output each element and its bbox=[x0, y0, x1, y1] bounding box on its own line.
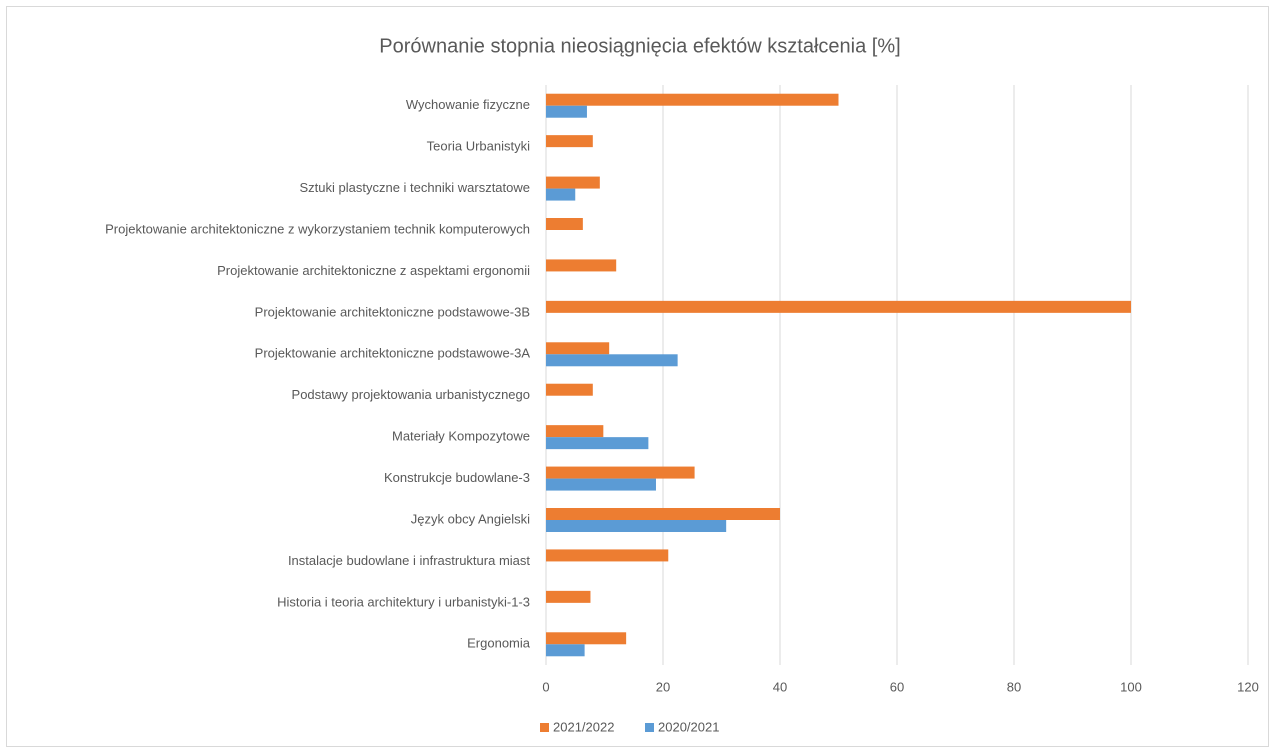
bar bbox=[546, 632, 627, 645]
bar bbox=[546, 520, 727, 532]
x-tick-label: 40 bbox=[773, 679, 787, 694]
y-tick-label: Projektowanie architektoniczne podstawow… bbox=[255, 346, 531, 361]
y-tick-label: Materiały Kompozytowe bbox=[392, 429, 530, 444]
bar bbox=[546, 188, 576, 201]
y-tick-label: Podstawy projektowania urbanistycznego bbox=[292, 387, 530, 402]
bar bbox=[546, 508, 780, 520]
legend-swatch bbox=[540, 723, 549, 732]
bar bbox=[546, 342, 610, 355]
bar bbox=[546, 437, 649, 450]
x-tick-label: 0 bbox=[542, 679, 549, 694]
legend-label: 2020/2021 bbox=[658, 719, 719, 734]
legend-label: 2021/2022 bbox=[553, 719, 614, 734]
y-tick-label: Instalacje budowlane i infrastruktura mi… bbox=[288, 553, 530, 568]
x-tick-label: 100 bbox=[1120, 679, 1142, 694]
bar bbox=[546, 176, 600, 189]
legend-swatch bbox=[645, 723, 654, 732]
bar bbox=[546, 549, 669, 562]
x-tick-label: 20 bbox=[656, 679, 670, 694]
y-tick-label: Sztuki plastyczne i techniki warsztatowe bbox=[300, 180, 530, 195]
chart-title: Porównanie stopnia nieosiągnięcia efektó… bbox=[379, 35, 900, 57]
bar bbox=[546, 218, 583, 230]
y-tick-label: Ergonomia bbox=[467, 636, 531, 651]
bar bbox=[546, 478, 656, 491]
bar bbox=[546, 425, 604, 438]
y-tick-label: Projektowanie architektoniczne z wykorzy… bbox=[105, 221, 530, 236]
x-tick-label: 120 bbox=[1237, 679, 1259, 694]
bar bbox=[546, 383, 593, 396]
bar bbox=[546, 105, 587, 118]
x-tick-label: 60 bbox=[890, 679, 904, 694]
y-tick-label: Wychowanie fizyczne bbox=[406, 97, 530, 112]
y-tick-label: Projektowanie architektoniczne podstawow… bbox=[255, 304, 530, 319]
y-tick-label: Konstrukcje budowlane-3 bbox=[384, 470, 530, 485]
chart-border bbox=[6, 6, 1269, 747]
bar bbox=[546, 93, 839, 106]
bar bbox=[546, 135, 593, 148]
y-tick-label: Teoria Urbanistyki bbox=[427, 139, 530, 154]
y-tick-label: Język obcy Angielski bbox=[411, 511, 530, 526]
bar bbox=[546, 466, 695, 479]
y-tick-label: Projektowanie architektoniczne z aspekta… bbox=[217, 263, 530, 278]
x-tick-label: 80 bbox=[1007, 679, 1021, 694]
bar bbox=[546, 590, 591, 603]
y-tick-label: Historia i teoria architektury i urbanis… bbox=[277, 594, 530, 609]
bar bbox=[546, 644, 585, 657]
bar bbox=[546, 354, 678, 367]
bar bbox=[546, 259, 617, 272]
bar bbox=[546, 300, 1131, 313]
